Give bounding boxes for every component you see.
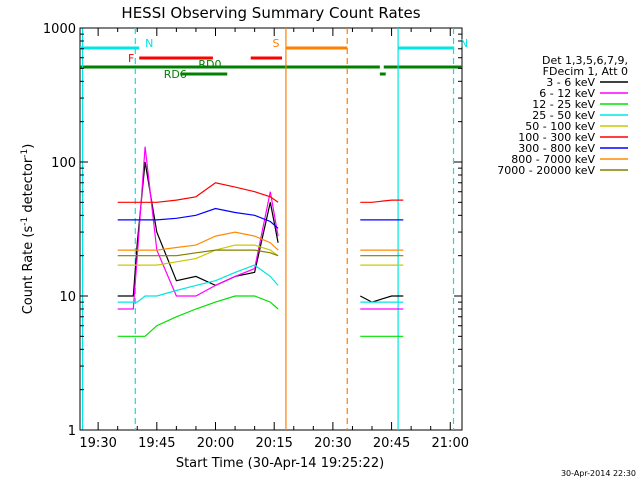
- chart-title: HESSI Observing Summary Count Rates: [121, 4, 420, 22]
- legend-header: Det 1,3,5,6,7,9,: [542, 54, 628, 67]
- legend-header: FDecim 1, Att 0: [543, 65, 628, 78]
- x-axis-label: Start Time (30-Apr-14 19:25:22): [176, 456, 384, 471]
- series-line: [117, 244, 279, 266]
- series-line: [117, 264, 279, 303]
- legend-label: 25 - 50 keV: [532, 109, 595, 122]
- legend-label: 7000 - 20000 keV: [497, 164, 595, 177]
- interval-label: RD6: [164, 68, 187, 81]
- y-tick-label: 1000: [43, 22, 76, 37]
- x-tick-label: 19:30: [79, 436, 116, 451]
- interval-label: S: [272, 37, 279, 50]
- series-line: [117, 231, 279, 251]
- legend-label: 3 - 6 keV: [546, 76, 595, 89]
- legend-label: 50 - 100 keV: [525, 120, 595, 133]
- interval-label: N: [145, 37, 153, 50]
- y-tick-label: 1: [68, 424, 76, 439]
- legend: Det 1,3,5,6,7,9,FDecim 1, Att 03 - 6 keV…: [497, 54, 628, 177]
- series-line: [117, 249, 279, 257]
- interval-label: F: [128, 52, 134, 65]
- legend-label: 6 - 12 keV: [539, 87, 595, 100]
- interval-label: N: [460, 37, 468, 50]
- series-line: [117, 182, 279, 203]
- x-tick-label: 20:30: [314, 436, 351, 451]
- x-tick-label: 20:45: [373, 436, 410, 451]
- series-line: [117, 161, 279, 297]
- y-axis-label: Count Rate (s-1 detector-1): [20, 144, 36, 315]
- series-line: [117, 207, 279, 229]
- series-line: [117, 295, 279, 337]
- x-tick-label: 20:00: [197, 436, 234, 451]
- interval-label: RD0: [198, 58, 221, 71]
- legend-label: 12 - 25 keV: [532, 98, 595, 111]
- x-tick-label: 19:45: [138, 436, 175, 451]
- interval-vlines: [81, 28, 455, 430]
- legend-label: 300 - 800 keV: [518, 142, 595, 155]
- x-tick-label: 21:00: [432, 436, 469, 451]
- series-group: [117, 146, 404, 337]
- interval-bars: N N S F RD0 RD6: [80, 37, 468, 81]
- axes-group: 19:30 19:45 20:00 20:15 20:30 20:45 21:00 1 10 10…: [43, 22, 469, 451]
- series-line: [360, 295, 404, 303]
- y-tick-label: 10: [59, 290, 76, 305]
- series-line: [360, 199, 404, 203]
- plot-area: [79, 27, 463, 431]
- footer-date: 30-Apr-2014 22:30: [561, 469, 636, 478]
- legend-label: 100 - 300 keV: [518, 131, 595, 144]
- y-tick-label: 100: [51, 156, 76, 171]
- x-tick-label: 20:15: [255, 436, 292, 451]
- legend-label: 800 - 7000 keV: [511, 153, 595, 166]
